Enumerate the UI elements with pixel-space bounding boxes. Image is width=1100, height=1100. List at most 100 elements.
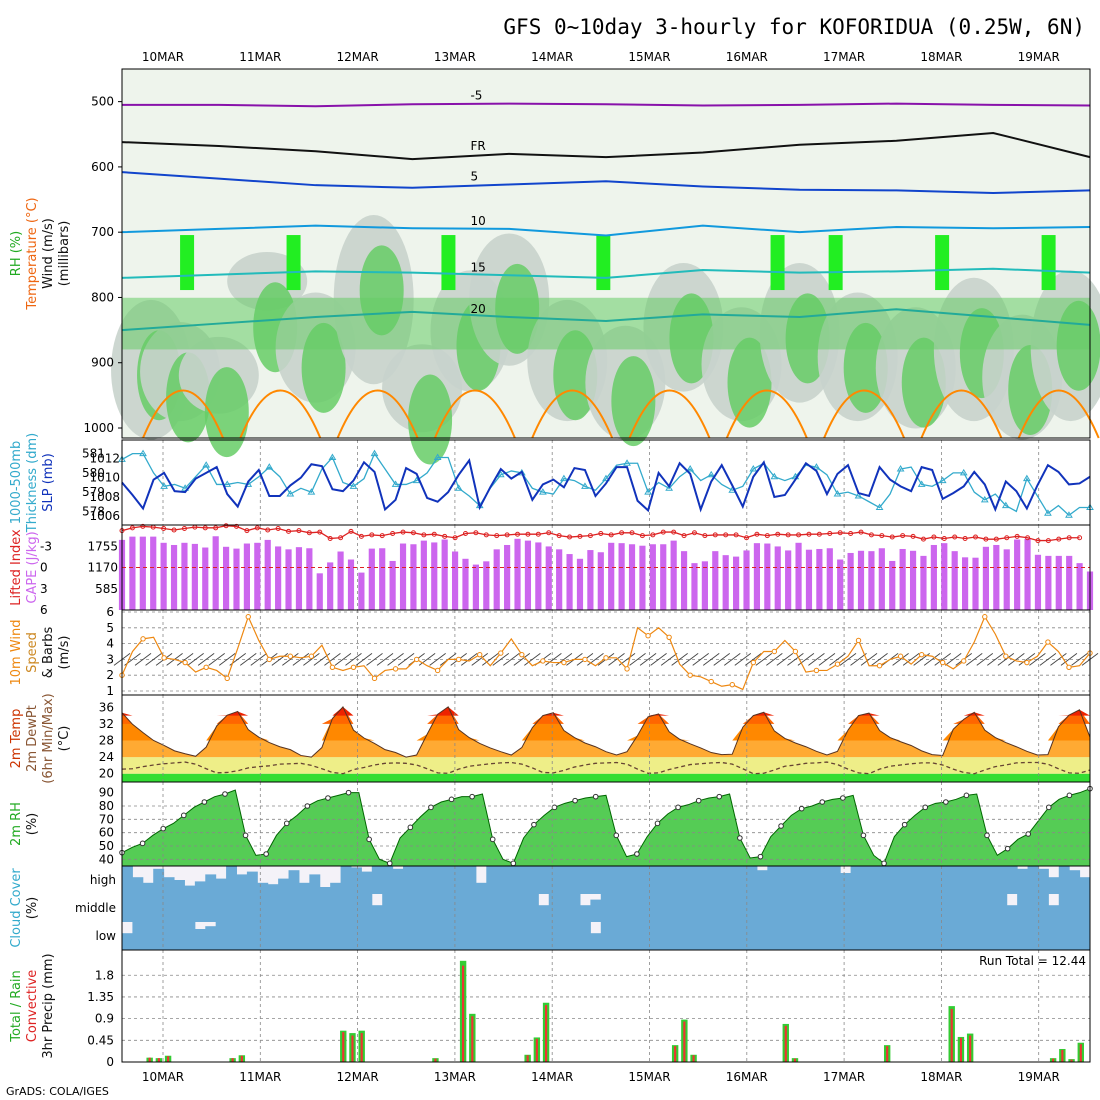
cloud-bar xyxy=(840,873,852,894)
cape-bar xyxy=(295,547,303,610)
cloud-bar xyxy=(226,894,237,922)
wind-barb xyxy=(923,653,941,666)
wind-barb xyxy=(965,653,983,666)
thickness-point xyxy=(1001,501,1010,509)
rh-point xyxy=(592,793,599,800)
cloud-bar xyxy=(475,922,487,950)
panel-label: (6hr Min/Max) xyxy=(41,693,56,783)
thickness-point xyxy=(686,465,695,472)
precip-conv-bar xyxy=(462,965,465,1062)
wind-speed-point xyxy=(224,675,230,682)
cloud-bar xyxy=(559,922,571,950)
wind-barb xyxy=(513,653,531,666)
lifted-index-point xyxy=(941,535,947,541)
cloud-level-label: high xyxy=(90,873,116,887)
cloud-bar xyxy=(1037,868,1049,894)
cloud-bar xyxy=(756,894,768,922)
rh-point xyxy=(634,851,640,857)
cloud-bar xyxy=(153,894,165,922)
cloud-bar xyxy=(746,894,758,922)
lifted-index-point xyxy=(421,532,427,538)
cloud-bar xyxy=(330,922,342,950)
cloud-bar xyxy=(194,929,206,950)
cloud-bar xyxy=(371,866,383,894)
cloud-bar xyxy=(861,866,872,894)
cape-bar xyxy=(306,548,313,610)
lifted-index-point xyxy=(379,533,385,539)
wind-speed-point xyxy=(519,651,525,658)
cloud-bar xyxy=(871,922,883,950)
cloud-bar xyxy=(194,894,206,922)
cloud-bar xyxy=(621,866,633,894)
cloud-bar xyxy=(1027,866,1039,894)
cape-bar xyxy=(493,549,500,610)
rh-shade xyxy=(204,367,249,458)
cloud-bar xyxy=(267,884,279,894)
isotherm-line xyxy=(122,102,1091,108)
cloud-bar xyxy=(590,899,602,922)
lifted-index-point xyxy=(254,525,260,531)
cloud-bar xyxy=(340,866,352,894)
thickness-point xyxy=(581,482,589,489)
cloud-bar xyxy=(309,874,321,894)
rh-point xyxy=(798,805,805,812)
cloud-bar xyxy=(246,894,258,922)
cape-bar xyxy=(379,548,386,610)
cloud-bar xyxy=(954,922,966,950)
lifted-tick: -3 xyxy=(40,539,52,553)
wind-barb xyxy=(471,653,489,666)
wind-speed-point xyxy=(140,636,146,642)
panel-label: 2m Temp xyxy=(9,709,24,769)
cloud-bar xyxy=(1006,866,1018,894)
cloud-bar xyxy=(985,922,997,950)
wind-barb xyxy=(545,653,562,666)
panel-label: CAPE (J/kg) xyxy=(25,531,40,603)
lifted-tick: 3 xyxy=(40,582,48,596)
cloud-bar xyxy=(892,866,904,894)
wind-barb xyxy=(860,653,878,666)
wind-barb xyxy=(629,653,646,666)
thickness-point xyxy=(854,492,863,499)
wind-speed-point xyxy=(771,648,778,655)
panel-label: (%) xyxy=(25,897,40,920)
cloud-bar xyxy=(861,922,872,950)
lifted-index-point xyxy=(317,529,323,535)
panel-label: RH (%) xyxy=(9,231,24,276)
wind-barb xyxy=(650,653,667,666)
top-date-label: 16MAR xyxy=(726,50,768,64)
cloud-bar xyxy=(527,894,539,922)
cloud-bar xyxy=(1079,922,1091,950)
cloud-bar xyxy=(392,868,404,894)
cloud-bar xyxy=(913,866,924,894)
lifted-index-point xyxy=(348,528,354,534)
cape-bar xyxy=(701,561,708,610)
cloud-bar xyxy=(923,922,935,950)
cloud-bar xyxy=(527,866,539,894)
cloud-bar xyxy=(1069,922,1081,950)
wind-barb xyxy=(766,653,783,666)
cloud-bar xyxy=(548,922,560,950)
wind-barb xyxy=(492,653,510,666)
cloud-bar xyxy=(632,866,643,894)
cloud-level-label: low xyxy=(96,929,117,943)
thickness-point xyxy=(1044,509,1052,516)
lifted-index-point xyxy=(827,531,833,536)
precip-conv-bar xyxy=(692,1055,695,1062)
thickness-point xyxy=(286,490,295,497)
cloud-bar xyxy=(798,894,810,922)
wind-tick: 6 xyxy=(106,605,114,619)
cape-bar xyxy=(254,542,261,610)
cloud-bar xyxy=(215,878,227,894)
rh-point xyxy=(737,835,743,841)
cloud-bar xyxy=(205,926,217,950)
surface-isotherm xyxy=(433,389,516,439)
cloud-bar xyxy=(423,894,435,922)
cloud-bar xyxy=(840,922,852,950)
rh-point xyxy=(757,853,764,860)
wind-speed-point xyxy=(961,658,967,664)
cloud-bar xyxy=(371,922,383,950)
panel-label: Speed xyxy=(25,632,40,673)
thickness-point xyxy=(160,482,168,489)
lifted-index-point xyxy=(837,530,843,536)
